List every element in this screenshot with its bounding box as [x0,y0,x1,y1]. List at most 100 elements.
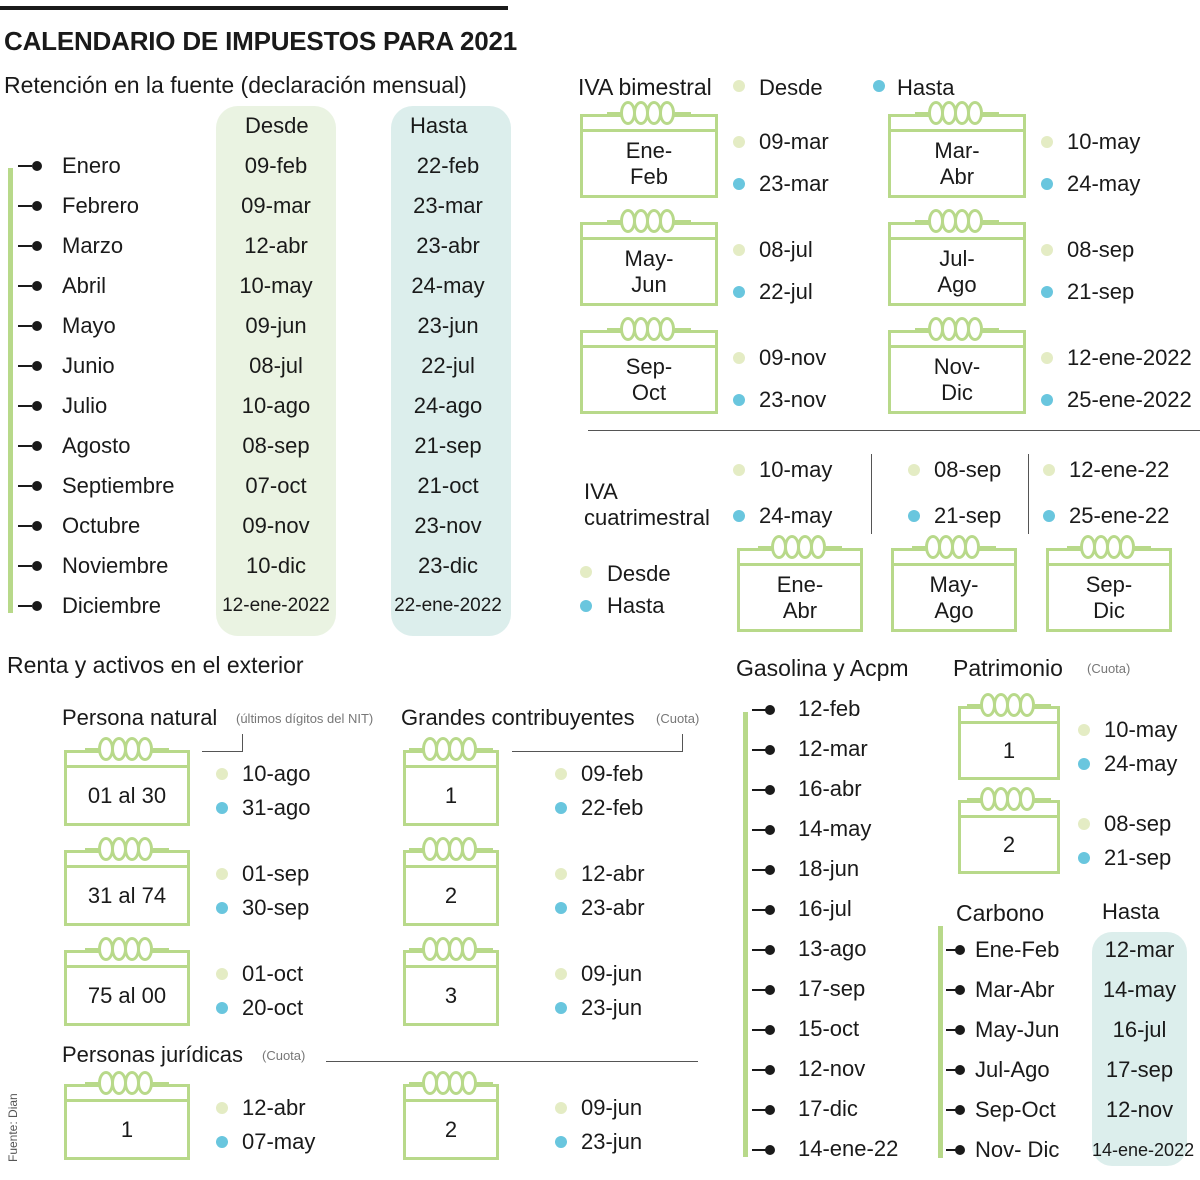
hasta-date: 22-jul [759,279,813,304]
desde-dot [733,352,745,364]
calendar-band [961,721,1057,724]
desde-date: 09-mar [759,129,829,154]
timeline-tick [752,749,766,751]
timeline-tick [946,1149,958,1151]
legend-hasta-dot [873,80,885,92]
timeline-dot [955,1065,965,1075]
calendar-ring-bar [983,219,999,223]
calendar-rings [607,317,691,341]
calendar-ring [1019,693,1035,717]
carbono-period: May-Jun [975,1017,1060,1042]
grandes-heading: Grandes contribuyentes [401,705,635,730]
calendar-ring-bar [1135,545,1151,549]
calendar-rings [409,937,493,961]
calendar-ring [659,101,675,125]
legend-desde-dot [580,566,592,578]
hasta-dot [555,1136,567,1148]
timeline-tick [752,989,766,991]
timeline-tick [752,1149,766,1151]
timeline-tick [18,245,32,247]
gasolina-date: 16-abr [798,776,862,801]
desde-date: 12-abr [242,1095,306,1120]
carbono-hasta-date: 16-jul [1112,1017,1167,1042]
calendar-rings [85,937,169,961]
hasta-date: 22-feb [416,153,480,178]
desde-date: 10-ago [242,761,311,786]
hasta-date: 21-sep [414,433,482,458]
calendar-label: May- Ago [929,571,979,623]
calendar-icon: 75 al 00 [64,937,190,1026]
desde-dot [555,868,567,880]
hasta-date: 24-may [411,273,485,298]
carbono-hasta-date: 17-sep [1105,1057,1174,1082]
calendar-rings [915,101,999,125]
calendar-ring-bar [983,111,999,115]
calendar-label: 2 [444,882,458,908]
calendar-label: 75 al 00 [87,982,167,1008]
calendar-rings [967,693,1051,717]
calendar-label: Jul- Ago [937,245,977,297]
desde-dot [733,136,745,148]
calendar-rings [967,787,1051,811]
hasta-date: 23-nov [759,387,827,412]
desde-dot [1078,724,1090,736]
carbono-timeline [938,926,943,1158]
timeline-tick [946,1029,958,1031]
calendar-ring [810,535,826,559]
month-label: Febrero [62,193,140,218]
calendar-band [406,1099,496,1102]
calendar-ring [461,737,477,761]
gasolina-date: 14-may [798,816,872,841]
timeline-tick [18,605,32,607]
timeline-dot [32,321,42,331]
calendar-band [583,237,715,240]
timeline-tick [946,989,958,991]
desde-date: 10-ago [241,393,311,418]
calendar-ring-bar [85,947,101,951]
calendar-band [891,129,1023,132]
calendar-band [67,865,187,868]
patrimonio-heading: Patrimonio [953,655,1063,681]
calendar-rings [409,837,493,861]
calendar-band [583,129,715,132]
desde-date: 07-oct [245,473,307,498]
timeline-tick [752,909,766,911]
desde-dot [555,1102,567,1114]
desde-date: 08-jul [759,237,813,262]
timeline-dot [765,825,775,835]
timeline-tick [752,1029,766,1031]
hasta-dot [555,1002,567,1014]
month-label: Diciembre [62,593,162,618]
calendar-ring-bar [915,327,931,331]
hasta-dot [1043,510,1055,522]
desde-date: 09-feb [244,153,308,178]
desde-date: 09-nov [242,513,310,538]
calendar-ring-bar [477,847,493,851]
hasta-dot [733,178,745,190]
calendar-ring-bar [409,947,425,951]
calendar-ring-bar [477,747,493,751]
divider-iva [588,430,1200,431]
gasolina-date: 13-ago [798,936,867,961]
hasta-dot [1041,178,1053,190]
timeline-dot [765,985,775,995]
calendar-label: Mar- Abr [934,137,980,189]
calendar-icon: 3 [403,937,499,1026]
calendar-ring-bar [153,947,169,951]
desde-dot [216,1102,228,1114]
month-label: Noviembre [62,553,169,578]
hasta-date: 21-sep [934,503,1002,528]
calendar-ring [964,535,980,559]
calendar-ring-bar [915,111,931,115]
desde-dot [733,464,745,476]
gasolina-date: 15-oct [798,1016,860,1041]
timeline-tick [18,325,32,327]
calendar-label: 2 [444,1116,458,1142]
desde-date: 09-jun [245,313,307,338]
calendar-ring-bar [477,1081,493,1085]
desde-dot [555,768,567,780]
hasta-date: 20-oct [242,995,304,1020]
carbono-hasta-bg [1092,932,1187,1166]
retencion-col-desde: Desde [245,113,309,138]
carbono-col-hasta: Hasta [1102,899,1160,924]
